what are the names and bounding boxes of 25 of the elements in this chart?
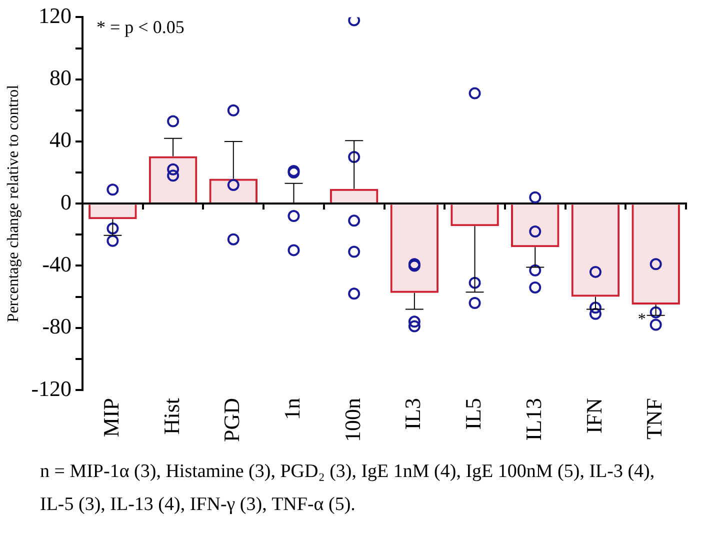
bar <box>632 204 680 305</box>
x-tick-label: IL3 <box>400 398 426 430</box>
annotation: * = p < 0.05 <box>96 16 184 37</box>
text: n = MIP-1α (3), Histamine (3), PGD₂ (3), IgE 1nM (4), IgE 100nM (5), IL-3 (4), IL-5 (3), IL-13 (4), IFN-γ (3), TNF-α (5). <box>40 460 655 517</box>
x-tick-label: 100n <box>340 398 365 442</box>
x-tick-label: TNF <box>642 398 667 440</box>
y-tick-label: -80 <box>42 314 72 339</box>
x-tick-label: Hist <box>158 398 184 435</box>
y-tick-label: 40 <box>50 127 72 152</box>
x-tick-label: IFN <box>581 398 606 434</box>
y-tick-label: 80 <box>50 65 72 90</box>
y-tick-label: -40 <box>42 252 72 277</box>
bar <box>330 188 378 203</box>
x-tick-label: IL13 <box>520 398 546 441</box>
y-tick-label: 0 <box>60 189 72 214</box>
y-tick-label: -120 <box>31 376 72 401</box>
annotation: * <box>638 311 646 328</box>
x-tick-label: PGD <box>219 398 244 442</box>
y-axis-title: Percentage change relative to control <box>4 84 22 322</box>
x-tick-label: IL5 <box>460 398 486 430</box>
x-tick-label: 1n <box>280 398 305 420</box>
y-tick-label: 120 <box>38 2 72 28</box>
x-tick-label: MIP <box>98 398 124 438</box>
bar <box>450 204 499 226</box>
bar <box>88 204 137 220</box>
